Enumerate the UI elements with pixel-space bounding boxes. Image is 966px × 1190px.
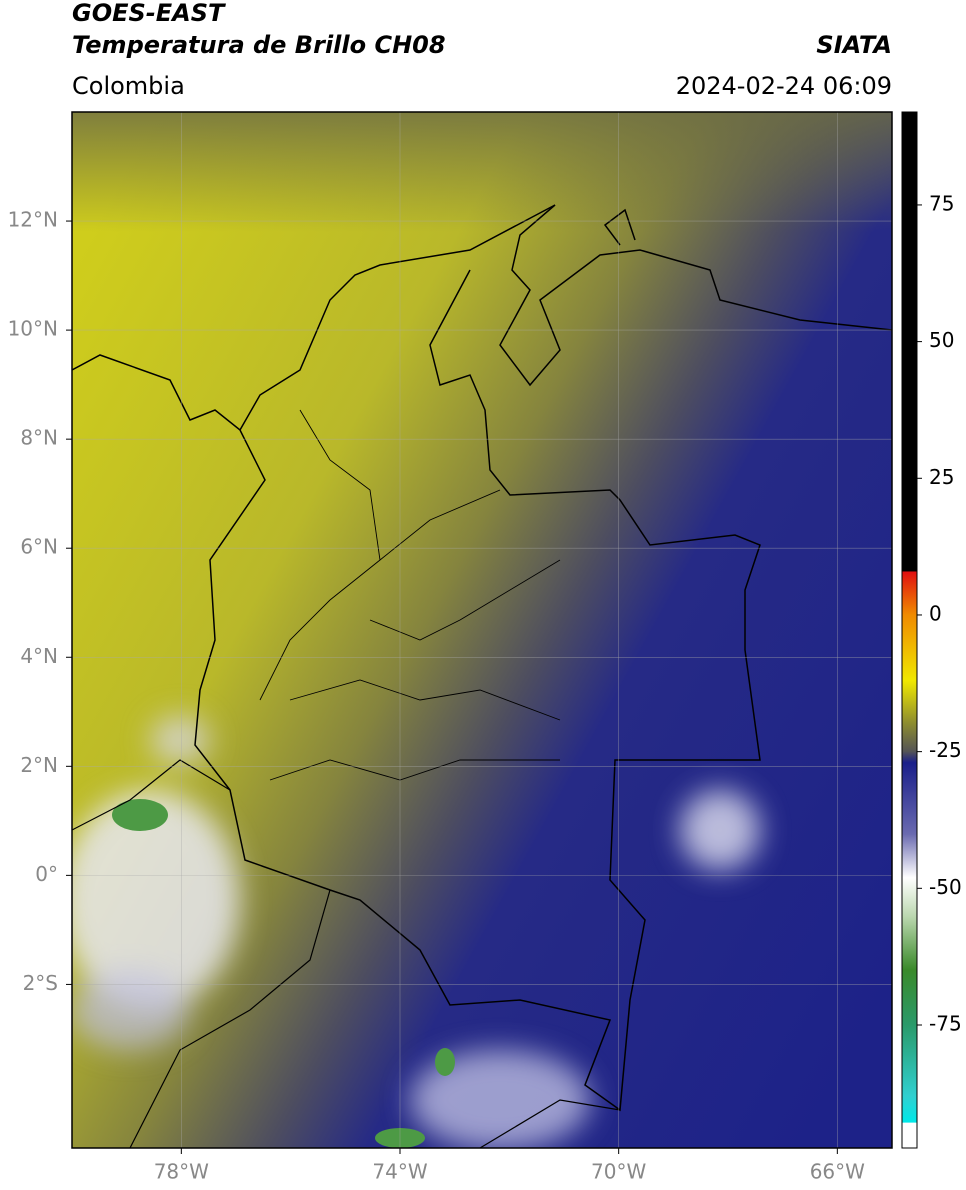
upper-band: [72, 112, 892, 232]
cold-cloud: [435, 1048, 455, 1076]
map-frame: [71, 111, 893, 1149]
satellite-title: GOES-EAST: [72, 0, 226, 27]
satellite-image: [72, 112, 892, 1148]
cold-cloud: [112, 799, 168, 831]
y-tick-label: 2°S: [23, 971, 58, 995]
y-tick-label: 10°N: [8, 317, 58, 341]
agency: SIATA: [816, 31, 892, 59]
colorbar-tick-label: 25: [929, 465, 954, 489]
x-tick-label: 66°W: [810, 1160, 865, 1184]
colorbar: [901, 111, 918, 1149]
region: Colombia: [72, 72, 185, 100]
y-tick-label: 0°: [35, 862, 58, 886]
y-tick-label: 12°N: [8, 208, 58, 232]
x-tick-label: 78°W: [154, 1160, 209, 1184]
graticule: 78°W 74°W 70°W 66°W 12°N 10°N 8°N 6°N 4°N 2°N 0° 2°…: [8, 112, 892, 1184]
y-tick-label: 4°N: [20, 644, 58, 668]
coastline: [499, 204, 892, 387]
colorbar-ticks: 75 50 25 0 -25 -50 -75: [917, 191, 962, 1035]
department-borders: [259, 409, 561, 781]
colorbar-tick-label: 0: [929, 601, 942, 625]
product-title: Temperatura de Brillo CH08: [72, 31, 446, 59]
datetime: 2024-02-24 06:09: [676, 72, 892, 100]
colombia-border: [72, 204, 761, 1112]
y-tick-label: 6°N: [20, 535, 58, 559]
neighbor-border: [72, 759, 621, 1148]
x-tick-label: 74°W: [372, 1160, 427, 1184]
x-tick-label: 70°W: [591, 1160, 646, 1184]
colorbar-tick-label: 75: [929, 191, 954, 215]
y-tick-label: 8°N: [20, 426, 58, 450]
colorbar-tick-label: -50: [929, 875, 962, 899]
colorbar-tick-label: 50: [929, 328, 954, 352]
cloud-tops: [72, 715, 760, 1148]
colorbar-tick-label: -25: [929, 738, 962, 762]
colorbar-tick-label: -75: [929, 1011, 962, 1035]
y-tick-label: 2°N: [20, 753, 58, 777]
